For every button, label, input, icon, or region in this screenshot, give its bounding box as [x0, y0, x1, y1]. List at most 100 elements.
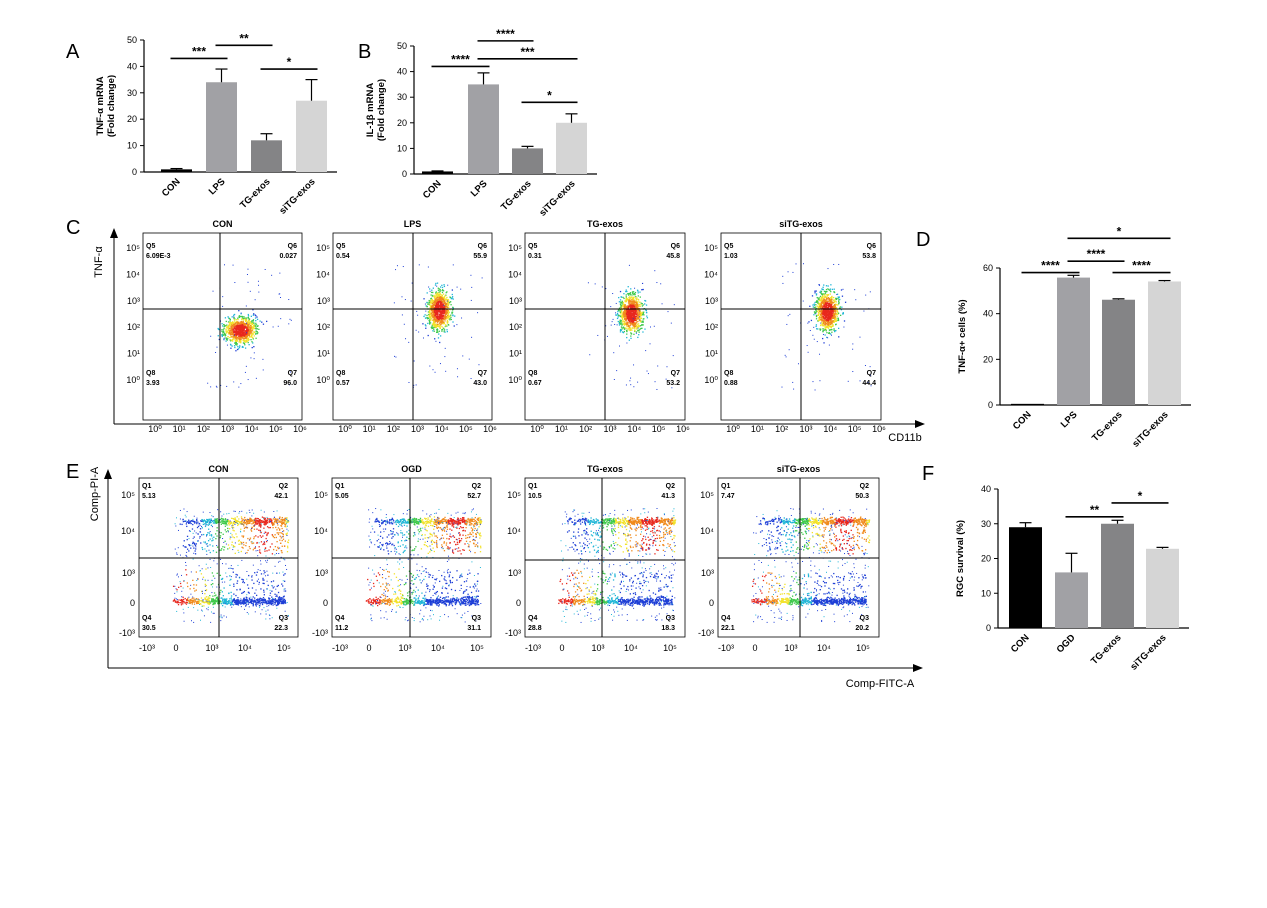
event-dot [830, 329, 833, 331]
event-dot [821, 317, 823, 319]
event-dot [237, 324, 239, 326]
event-dot [216, 346, 218, 348]
event-dot [448, 316, 450, 318]
event-dot [619, 311, 621, 313]
event-dot [610, 306, 612, 308]
event-dot [439, 296, 442, 299]
quadrant-value-q7: 53.2 [666, 380, 680, 387]
event-dot [443, 312, 446, 314]
event-dot [632, 314, 634, 317]
event-dot [430, 317, 433, 319]
flow-plot-c-tg-exos: TG-exosQ50.31Q645.8Q80.67Q753.210⁰10¹10²… [508, 219, 690, 434]
panel-label-a: A [66, 41, 80, 63]
event-dot [276, 541, 278, 543]
event-dot [634, 330, 636, 332]
category-label: CON [1011, 409, 1034, 432]
event-dot [639, 311, 641, 313]
event-dot [628, 328, 631, 330]
event-dot [823, 310, 825, 312]
event-dot [437, 289, 440, 291]
event-dot [438, 330, 440, 332]
flow-plot-c-lps: LPSQ50.54Q655.9Q80.57Q743.010⁰10¹10²10³1… [316, 219, 497, 434]
event-dot [626, 342, 628, 344]
event-dot [234, 330, 237, 332]
event-dot [439, 299, 441, 301]
event-dot [831, 298, 833, 301]
event-dot [255, 324, 258, 326]
event-dot [232, 340, 234, 342]
event-dot [432, 310, 434, 312]
event-dot [259, 529, 262, 532]
event-dot [826, 302, 829, 305]
event-dot [623, 297, 625, 300]
event-dot [249, 290, 251, 292]
event-dot [815, 304, 817, 306]
event-dot [827, 306, 830, 308]
event-dot [208, 599, 210, 602]
event-dot [245, 318, 247, 320]
event-dot [821, 315, 823, 318]
event-dot [434, 300, 437, 303]
event-dot [852, 348, 854, 350]
x-tick-label: 10¹ [173, 424, 186, 434]
y-tick-label: 10¹ [509, 349, 522, 359]
event-dot [647, 373, 649, 375]
event-dot [439, 325, 441, 327]
event-dot [628, 339, 630, 341]
event-dot [789, 313, 791, 315]
event-dot [241, 520, 243, 522]
event-dot [437, 318, 440, 320]
event-dot [238, 543, 240, 545]
event-dot [235, 520, 237, 522]
event-dot [622, 326, 625, 328]
category-label: siTG-exos [1130, 409, 1170, 449]
event-dot [631, 329, 633, 331]
event-dot [260, 531, 262, 534]
event-dot [624, 307, 626, 309]
event-dot [634, 317, 637, 319]
event-dot [650, 326, 652, 328]
event-dot [187, 521, 189, 523]
event-dot [444, 311, 446, 313]
event-dot [625, 312, 628, 314]
event-dot [627, 307, 629, 309]
event-dot [634, 319, 637, 322]
event-dot [232, 522, 234, 525]
event-dot [436, 323, 439, 325]
event-dot [236, 327, 239, 330]
event-dot [277, 584, 280, 587]
event-dot [642, 282, 644, 284]
event-dot [272, 518, 275, 520]
event-dot [436, 285, 438, 287]
event-dot [284, 602, 287, 604]
event-dot [436, 329, 438, 331]
event-dot [224, 522, 227, 524]
event-dot [239, 541, 242, 543]
event-dot [432, 327, 434, 329]
x-tick-label: 10² [775, 424, 788, 434]
event-dot [213, 521, 215, 523]
event-dot [644, 300, 647, 302]
event-dot [242, 536, 244, 538]
event-dot [645, 350, 647, 352]
y-tick-label: 10¹ [317, 349, 330, 359]
event-dot [247, 322, 250, 324]
x-tick-label: 10² [197, 424, 210, 434]
event-dot [786, 323, 788, 325]
event-dot [240, 335, 242, 338]
event-dot [253, 345, 255, 348]
event-dot [227, 328, 229, 330]
event-dot [264, 521, 266, 523]
y-tick-label: 60 [983, 263, 993, 273]
event-dot [435, 291, 437, 293]
event-dot [445, 304, 447, 307]
event-dot [279, 272, 281, 274]
event-dot [826, 295, 829, 297]
event-dot [204, 525, 207, 528]
event-dot [246, 520, 248, 523]
event-dot [441, 296, 444, 298]
event-dot [470, 299, 472, 301]
event-dot [275, 520, 278, 522]
event-dot [239, 325, 242, 328]
event-dot [232, 517, 234, 520]
